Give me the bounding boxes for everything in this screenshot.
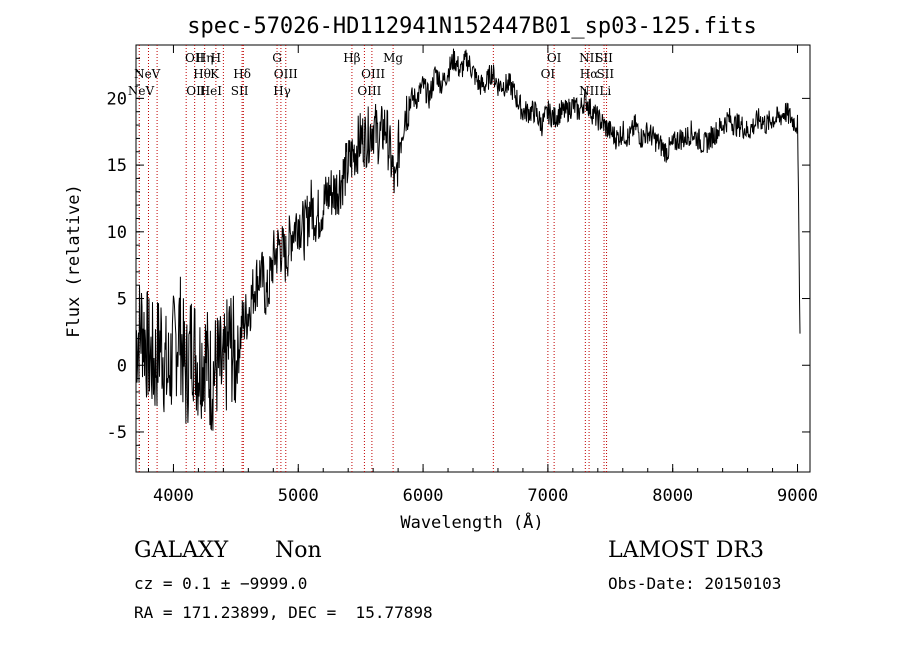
line-label-row3-4: Hγ bbox=[273, 84, 291, 98]
x-tick-label-0: 4000 bbox=[153, 486, 194, 506]
line-label-row3-2: HeI bbox=[200, 84, 223, 98]
line-label-row1-2: H bbox=[211, 51, 221, 65]
y-tick-label-3: 10 bbox=[107, 223, 127, 243]
line-label-row3-5: OIII bbox=[357, 84, 381, 98]
y-tick-label-1: 0 bbox=[117, 356, 127, 376]
line-label-row3-6: NII bbox=[579, 84, 599, 98]
line-label-row1-8: SII bbox=[595, 51, 613, 65]
spectrum-line bbox=[135, 48, 801, 431]
line-label-row2-7: Hα bbox=[580, 67, 599, 81]
y-axis-label: Flux (relative) bbox=[64, 184, 84, 338]
x-tick-label-2: 6000 bbox=[403, 486, 444, 506]
x-axis-label: Wavelength (Å) bbox=[400, 511, 543, 533]
y-tick-label-0: -5 bbox=[107, 423, 127, 443]
object-class: GALAXY bbox=[134, 538, 229, 563]
x-tick-label-3: 7000 bbox=[527, 486, 568, 506]
survey-name: LAMOST DR3 bbox=[608, 538, 764, 563]
line-label-row2-8: SII bbox=[596, 67, 614, 81]
line-label-row1-0: OII bbox=[185, 51, 205, 65]
line-label-row1-3: G bbox=[272, 51, 282, 65]
line-label-row3-7: Li bbox=[599, 84, 611, 98]
object-subclass: Non bbox=[275, 538, 322, 563]
line-label-row3-1: OII bbox=[186, 84, 206, 98]
line-label-row1-7: NII bbox=[579, 51, 599, 65]
x-tick-label-1: 5000 bbox=[278, 486, 319, 506]
redshift-readout: cz = 0.1 ± −9999.0 bbox=[134, 574, 308, 593]
line-label-row2-0: NeV bbox=[134, 67, 161, 81]
coordinates-readout: RA = 171.23899, DEC = 15.77898 bbox=[134, 603, 433, 622]
line-label-row2-1: Hθ bbox=[193, 67, 211, 81]
line-label-row2-3: Hδ bbox=[233, 67, 251, 81]
line-label-row1-1: Hη bbox=[196, 51, 214, 65]
line-label-row3-0: NeV bbox=[128, 84, 155, 98]
chart-title: spec-57026-HD112941N152447B01_sp03-125.f… bbox=[187, 14, 757, 39]
line-label-row2-2: K bbox=[210, 67, 220, 81]
line-label-row1-5: Mg bbox=[383, 51, 403, 65]
x-tick-label-5: 9000 bbox=[777, 486, 818, 506]
line-label-row3-3: SII bbox=[231, 84, 249, 98]
line-label-row1-4: Hβ bbox=[343, 51, 360, 65]
y-tick-label-2: 5 bbox=[117, 290, 127, 310]
x-tick-label-4: 8000 bbox=[652, 486, 693, 506]
y-tick-label-4: 15 bbox=[107, 156, 127, 176]
y-tick-label-5: 20 bbox=[107, 89, 127, 109]
line-label-row2-6: OI bbox=[541, 67, 556, 81]
line-label-row2-4: OIII bbox=[274, 67, 298, 81]
observation-date: Obs-Date: 20150103 bbox=[608, 574, 782, 593]
line-label-row1-6: OI bbox=[547, 51, 562, 65]
line-label-row2-5: OIII bbox=[361, 67, 385, 81]
plot-frame bbox=[135, 44, 811, 473]
